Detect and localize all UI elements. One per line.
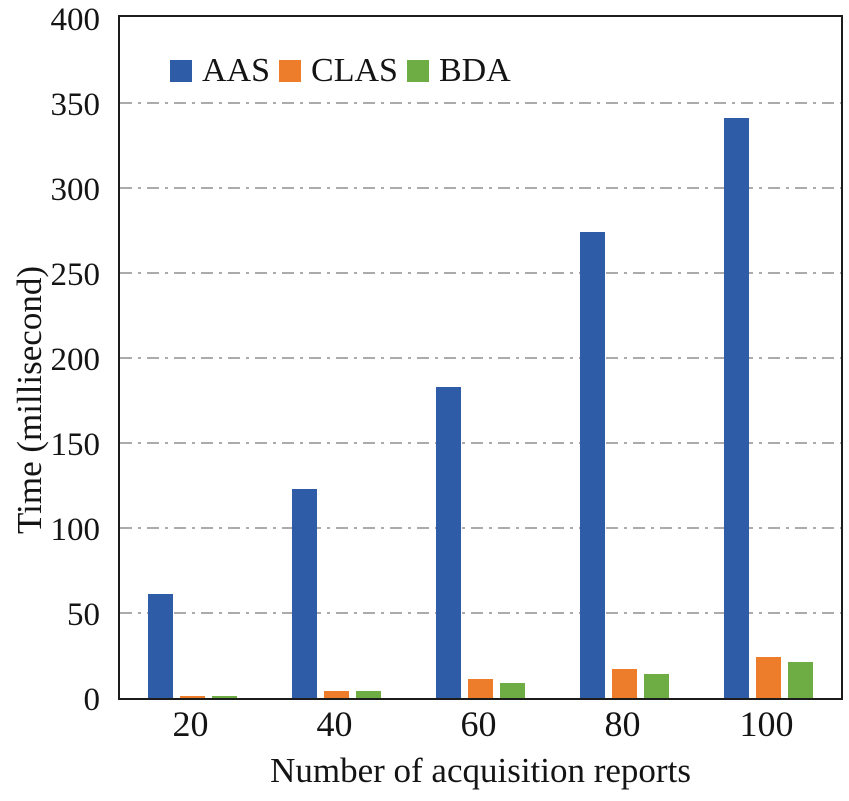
bar-clas-100 (755, 657, 781, 698)
y-tick-label-400: 400 (50, 2, 101, 38)
bar-group-80 (552, 17, 696, 698)
x-tick-label-60: 60 (460, 704, 497, 744)
bar-bda-80 (643, 674, 669, 698)
legend-item-clas: CLAS (279, 51, 398, 91)
bar-clas-60 (467, 679, 493, 698)
gridline-50 (120, 612, 841, 614)
gridline-350 (120, 102, 841, 104)
y-axis-tick-labels: 0 50 100 150 200 250 300 350 400 (0, 2, 108, 718)
y-tick-label-150: 150 (50, 427, 101, 463)
y-tick-label-200: 200 (50, 342, 101, 378)
bar-bda-40 (355, 691, 381, 698)
bar-aas-20 (147, 594, 173, 698)
x-tick-label-20: 20 (172, 704, 209, 744)
y-tick-label-350: 350 (50, 87, 101, 123)
legend-label-clas: CLAS (311, 52, 398, 89)
gridline-200 (120, 357, 841, 359)
bar-aas-40 (291, 488, 317, 698)
bar-clas-40 (323, 691, 349, 698)
bar-bda-60 (499, 682, 525, 698)
x-tick-label-40: 40 (316, 704, 353, 744)
y-tick-label-300: 300 (50, 172, 101, 208)
legend-item-aas: AAS (170, 51, 270, 91)
legend-swatch-aas (170, 60, 192, 82)
x-axis-tick-labels: 20 40 60 80 100 (118, 702, 843, 748)
bar-group-40 (264, 17, 408, 698)
plot-area: AAS CLAS BDA (118, 15, 843, 700)
y-tick-label-0: 0 (83, 682, 101, 718)
bar-clas-20 (179, 696, 205, 698)
gridline-100 (120, 527, 841, 529)
bar-aas-100 (723, 118, 749, 698)
bar-aas-60 (435, 386, 461, 698)
x-axis-title: Number of acquisition reports (270, 751, 691, 790)
bar-group-60 (408, 17, 552, 698)
bar-bda-100 (787, 662, 813, 698)
bar-clas-80 (611, 669, 637, 698)
bar-bda-20 (211, 696, 237, 698)
x-tick-label-80: 80 (604, 704, 641, 744)
legend-item-bda: BDA (406, 51, 511, 91)
gridline-300 (120, 187, 841, 189)
gridline-150 (120, 442, 841, 444)
legend-swatch-bda (406, 60, 429, 82)
legend-label-bda: BDA (438, 52, 511, 89)
y-tick-label-100: 100 (50, 512, 101, 548)
legend-swatch-clas (279, 60, 302, 82)
gridline-250 (120, 272, 841, 274)
bar-group-100 (696, 17, 840, 698)
y-tick-label-250: 250 (50, 257, 101, 293)
bar-aas-80 (579, 232, 605, 698)
chart-legend: AAS CLAS BDA (170, 51, 511, 91)
legend-label-aas: AAS (202, 52, 271, 89)
x-tick-label-100: 100 (739, 704, 794, 744)
y-tick-label-50: 50 (67, 597, 100, 633)
bar-group-20 (120, 17, 264, 698)
